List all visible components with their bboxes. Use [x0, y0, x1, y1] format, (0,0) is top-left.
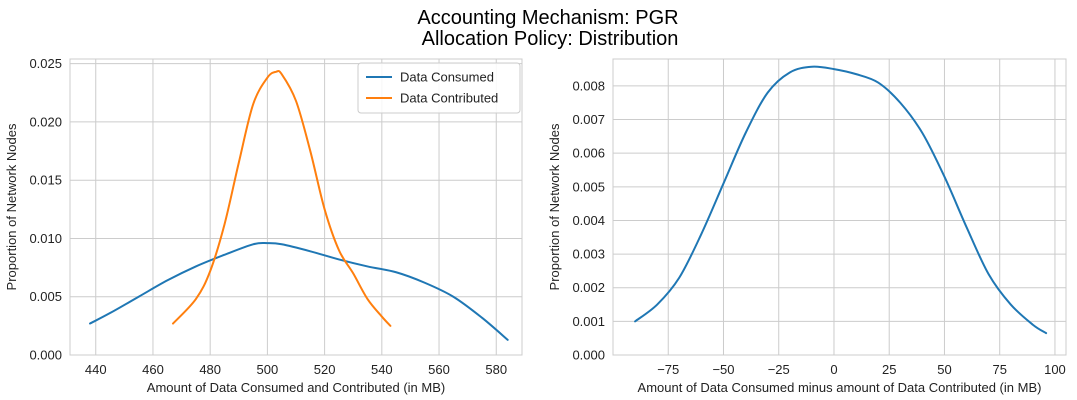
left-y-tick-label: 0.000: [29, 348, 62, 363]
figure-title-line1: Accounting Mechanism: PGR: [417, 7, 678, 29]
left-x-tick-label: 500: [257, 362, 279, 377]
left-legend: Data Consumed Data Contributed: [357, 62, 521, 114]
right-series-line-0: [634, 65, 1048, 335]
right-x-tick-label: 25: [882, 362, 896, 377]
left-x-tick-label: 480: [199, 362, 221, 377]
right-plot-frame: [612, 58, 1067, 356]
right-y-tick-label: 0.000: [572, 348, 605, 363]
right-y-tick-label: 0.007: [572, 112, 605, 127]
left-x-tick-label: 560: [428, 362, 450, 377]
figure-title-line2: Allocation Policy: Distribution: [422, 28, 679, 50]
left-series-line-0: [89, 241, 509, 341]
right-x-axis-label: Amount of Data Consumed minus amount of …: [638, 380, 1042, 395]
right-y-axis-label: Proportion of Network Nodes: [547, 123, 562, 290]
legend-label-1: Data Contributed: [400, 91, 498, 106]
left-plot-frame: [69, 58, 523, 356]
left-x-tick-label: 520: [314, 362, 336, 377]
right-y-tick-label: 0.004: [572, 213, 605, 228]
right-x-tick-label: 75: [992, 362, 1006, 377]
right-x-tick-label: 50: [937, 362, 951, 377]
right-x-tick-label: 0: [830, 362, 837, 377]
left-x-tick-label: 440: [85, 362, 107, 377]
left-x-tick-label: 460: [142, 362, 164, 377]
right-y-tick-label: 0.006: [572, 146, 605, 161]
right-x-tick-label: −25: [768, 362, 790, 377]
right-x-tick-label: −50: [712, 362, 734, 377]
left-series-line-1: [171, 69, 392, 327]
left-y-tick-label: 0.025: [29, 56, 62, 71]
legend-box: [357, 62, 521, 114]
right-y-tick-label: 0.001: [572, 314, 605, 329]
left-y-tick-label: 0.020: [29, 114, 62, 129]
left-x-tick-label: 580: [485, 362, 507, 377]
legend-label-0: Data Consumed: [400, 70, 494, 85]
left-x-tick-label: 540: [371, 362, 393, 377]
right-y-tick-label: 0.003: [572, 247, 605, 262]
left-y-axis-label: Proportion of Network Nodes: [4, 123, 19, 290]
right-y-tick-label: 0.008: [572, 78, 605, 93]
right-y-tick-label: 0.002: [572, 280, 605, 295]
left-y-tick-label: 0.005: [29, 289, 62, 304]
left-x-axis-label: Amount of Data Consumed and Contributed …: [147, 380, 445, 395]
left-y-tick-label: 0.010: [29, 231, 62, 246]
right-y-tick-label: 0.005: [572, 179, 605, 194]
right-x-tick-label: 100: [1044, 362, 1066, 377]
left-chart: 440 460 480 500 520 540 560 580 0.000 0.005 0.010 0…: [4, 56, 523, 395]
right-x-tick-label: −75: [657, 362, 679, 377]
left-y-tick-label: 0.015: [29, 173, 62, 188]
right-chart: −75 −50 −25 0 25 50 75 100 0.000 0.001 0.002 0.003 0…: [547, 58, 1067, 395]
